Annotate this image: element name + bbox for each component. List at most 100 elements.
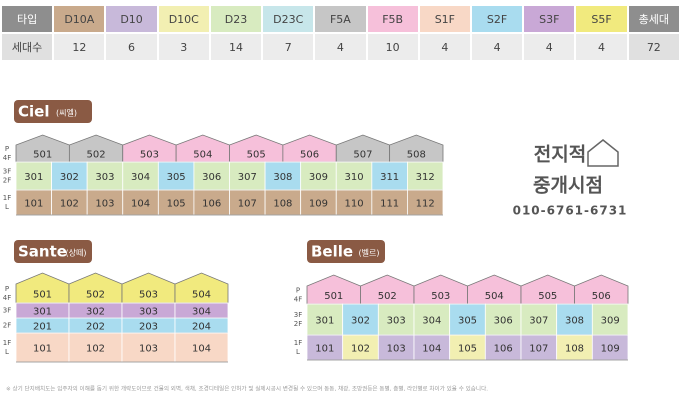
header-cell: 타입 <box>2 6 53 32</box>
floor-label: 1F <box>3 339 11 347</box>
unit-label: 508 <box>407 150 426 161</box>
floor-label: 1F <box>294 339 302 347</box>
building-subname: (벨르) <box>359 248 380 258</box>
unit-label: 307 <box>529 316 548 327</box>
building: Ciel (씨엘) 501 502 503 504 505 506 507 508 P4F 301 30… <box>3 100 444 216</box>
unit-label: 204 <box>192 322 211 333</box>
unit <box>174 332 229 363</box>
unit <box>86 161 124 191</box>
unit-label: 302 <box>351 316 370 327</box>
unit-label: 506 <box>592 291 611 302</box>
unit-label: 312 <box>416 172 435 183</box>
unit <box>306 303 344 336</box>
unit-label: 502 <box>378 291 397 302</box>
unit-label: 505 <box>538 291 557 302</box>
unit-label: 501 <box>324 291 343 302</box>
unit-label: 103 <box>139 344 158 355</box>
unit <box>229 189 266 216</box>
table-cell: 6 <box>106 34 157 60</box>
unit-label: 504 <box>193 150 212 161</box>
floor-label: 3F <box>3 307 11 315</box>
unit-label: 109 <box>309 199 328 210</box>
building: Sante(상떼) 501 502 503 504 P4F 301 302 303 304 3F 20… <box>3 240 229 363</box>
table-cell: 4 <box>576 34 627 60</box>
table-cell: 72 <box>628 34 679 60</box>
unit-label: 106 <box>494 344 513 355</box>
unit-label: 502 <box>86 290 105 301</box>
unit-label: 303 <box>139 307 158 318</box>
unit <box>264 189 302 216</box>
unit-label: 103 <box>387 344 406 355</box>
header-cell: 총세대 <box>628 6 679 32</box>
unit <box>556 303 593 336</box>
header-cell: F5B <box>367 6 418 32</box>
watermark: 전지적 중개시점 010-6761-6731 <box>513 139 628 218</box>
unit-label: 110 <box>344 199 363 210</box>
building-subname: (씨엘) <box>56 108 77 118</box>
building-name: Ciel <box>18 103 49 121</box>
table-cell: 7 <box>263 34 314 60</box>
unit-label: 102 <box>351 344 370 355</box>
unit-label: 307 <box>238 172 257 183</box>
unit-label: 301 <box>33 307 52 318</box>
unit-label: 501 <box>33 290 52 301</box>
floor-label: 4F <box>3 154 11 162</box>
header-cell: D10C <box>158 6 209 32</box>
unit-label: 109 <box>601 344 620 355</box>
unit-label: 501 <box>33 150 52 161</box>
unit-label: 108 <box>565 344 584 355</box>
unit-label: 303 <box>95 172 114 183</box>
unit-label: 506 <box>300 150 319 161</box>
unit <box>407 189 444 216</box>
unit-label: 308 <box>565 316 584 327</box>
unit-label: 101 <box>24 199 43 210</box>
unit-label: 302 <box>60 172 79 183</box>
unit-label: 504 <box>192 290 211 301</box>
unit <box>413 303 451 336</box>
table-cell: 10 <box>367 34 418 60</box>
unit-label: 101 <box>315 344 334 355</box>
header-row: 타입 D10A D10 D10C D23 D23C F5A F5B S1F S2F S3F S5F 총세… <box>2 6 679 32</box>
unit <box>377 334 415 361</box>
unit-label: 310 <box>344 172 363 183</box>
unit <box>68 332 123 363</box>
unit-label: 503 <box>140 150 159 161</box>
unit <box>15 161 52 191</box>
floor-label: 4F <box>3 294 11 302</box>
unit-label: 305 <box>458 316 477 327</box>
unit <box>449 303 486 336</box>
header-cell: S2F <box>471 6 523 32</box>
house-icon <box>587 139 619 167</box>
unit-label: 304 <box>131 172 150 183</box>
unit <box>377 303 415 336</box>
unit-label: 505 <box>247 150 266 161</box>
unit-label: 507 <box>353 150 372 161</box>
unit-label: 306 <box>202 172 221 183</box>
unit-label: 106 <box>202 199 221 210</box>
building-tab <box>307 240 385 263</box>
watermark-phone: 010-6761-6731 <box>513 204 628 218</box>
unit-label: 302 <box>86 307 105 318</box>
unit-label: 105 <box>458 344 477 355</box>
table-cell: 4 <box>524 34 575 60</box>
building-subname: (상떼) <box>66 248 87 258</box>
unit-label: 107 <box>238 199 257 210</box>
unit <box>157 161 195 191</box>
unit-label: 104 <box>192 344 211 355</box>
floor-label: 2F <box>3 177 11 185</box>
unit-label: 104 <box>422 344 441 355</box>
header-cell: S5F <box>576 6 627 32</box>
unit-label: 201 <box>33 322 52 333</box>
unit <box>121 332 176 363</box>
table-row: 세대수 12 6 3 14 7 4 10 4 4 4 4 72 <box>2 34 679 60</box>
floor-label: 3F <box>294 311 302 319</box>
unit-label: 104 <box>131 199 150 210</box>
header-cell: D10 <box>106 6 157 32</box>
footnote: ※ 상기 단지배치도는 입주자의 이해를 돕기 위한 개략도이므로 건물의 외벽… <box>6 385 488 393</box>
header-cell: F5A <box>315 6 366 32</box>
unit-label: 108 <box>273 199 292 210</box>
unit-label: 502 <box>87 150 106 161</box>
table-cell: 세대수 <box>2 34 53 60</box>
unit-label: 103 <box>95 199 114 210</box>
